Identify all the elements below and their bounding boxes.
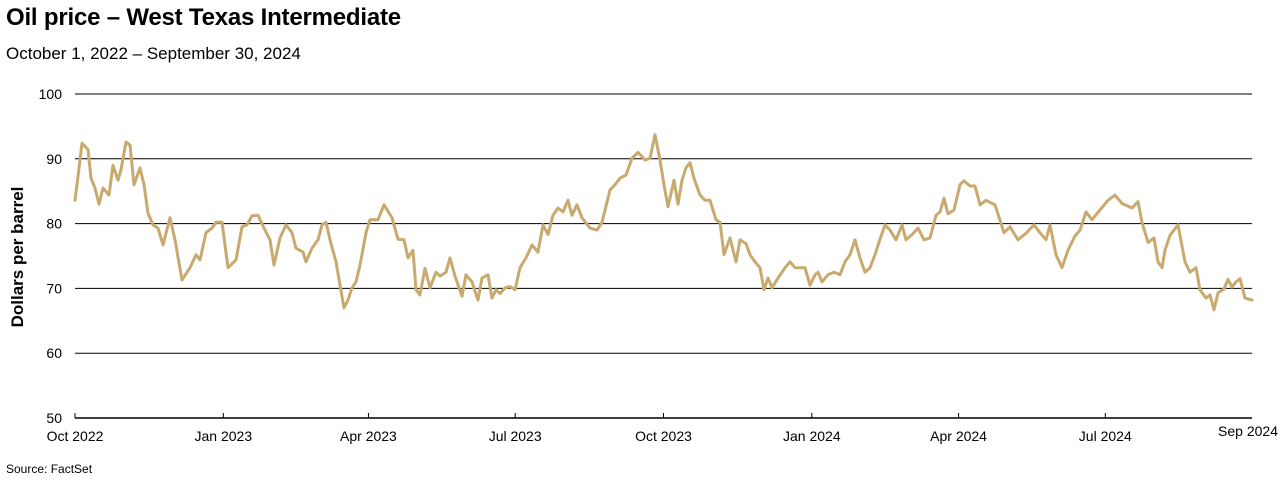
x-tick-label: Sep 2024 bbox=[1218, 423, 1278, 439]
x-tick-label: Apr 2023 bbox=[340, 428, 397, 444]
x-tick-label: Oct 2023 bbox=[635, 428, 692, 444]
y-tick-label: 80 bbox=[46, 216, 62, 232]
y-tick-label: 60 bbox=[46, 345, 62, 361]
y-tick-label: 50 bbox=[46, 410, 62, 426]
x-tick-label: Jul 2024 bbox=[1079, 428, 1132, 444]
chart-subtitle: October 1, 2022 – September 30, 2024 bbox=[6, 44, 301, 63]
y-tick-label: 90 bbox=[46, 151, 62, 167]
x-axis: Oct 2022 Jan 2023 Apr 2023 Jul 2023 Oct 2023… bbox=[47, 413, 1278, 444]
grid-lines bbox=[75, 93, 1252, 419]
x-tick-label: Jan 2023 bbox=[195, 428, 253, 444]
x-tick-label: Jul 2023 bbox=[489, 428, 542, 444]
y-tick-labels: 50 60 70 80 90 100 bbox=[39, 86, 63, 426]
price-line bbox=[73, 133, 1254, 312]
y-tick-label: 70 bbox=[46, 280, 62, 296]
x-tick-label: Apr 2024 bbox=[930, 428, 987, 444]
x-tick-label: Jan 2024 bbox=[783, 428, 841, 444]
x-tick-label: Oct 2022 bbox=[47, 428, 104, 444]
source-note: Source: FactSet bbox=[6, 462, 93, 476]
y-tick-label: 100 bbox=[39, 86, 63, 102]
chart-title: Oil price – West Texas Intermediate bbox=[6, 4, 401, 31]
